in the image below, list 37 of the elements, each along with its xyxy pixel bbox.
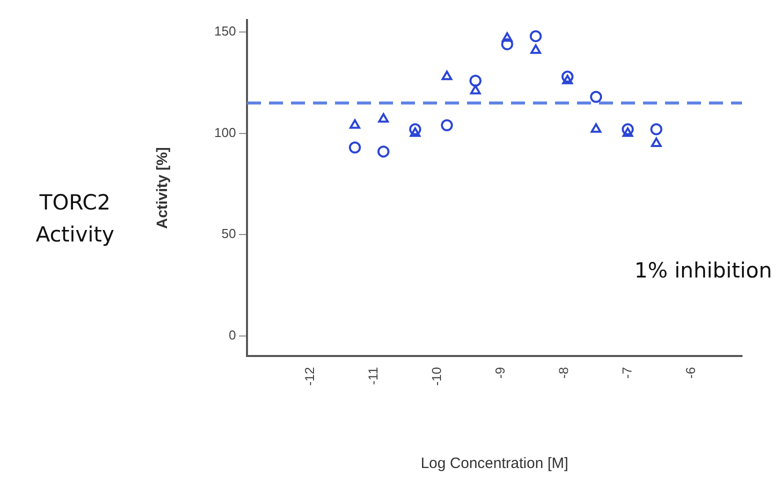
point (590, 123, 602, 133)
point (502, 32, 513, 42)
point (561, 70, 574, 83)
y-tick-label: 50 (222, 226, 236, 242)
point (562, 74, 573, 84)
point (442, 70, 452, 80)
point (350, 119, 360, 129)
x-tick-label: -10 (428, 367, 444, 386)
point (530, 44, 542, 54)
x-tick-label: -12 (302, 367, 318, 386)
point (410, 127, 421, 137)
y-tick-label: 150 (214, 24, 236, 39)
point (622, 127, 634, 137)
point (348, 142, 361, 154)
x-tick-label: -9 (492, 367, 508, 379)
annotation: 1% inhibition (634, 258, 772, 282)
y-axis-title: Activity [%] (154, 147, 172, 229)
point (469, 74, 482, 87)
x-tick-label: -7 (619, 367, 634, 379)
y-tick-label: 0 (228, 327, 236, 342)
x-tick-label: -6 (682, 367, 698, 379)
y-tick-label: 100 (214, 124, 236, 140)
x-tick-label: -8 (556, 367, 571, 379)
point (530, 30, 542, 42)
point (501, 38, 514, 50)
text: TORC2 Activity (36, 190, 114, 246)
point (590, 90, 602, 103)
point (378, 113, 389, 123)
point (470, 84, 481, 94)
point (650, 137, 662, 147)
x-axis-title: Log Concentration [M] (420, 455, 568, 472)
point (377, 146, 390, 158)
point (622, 123, 634, 136)
point (650, 123, 662, 136)
point (409, 123, 422, 136)
point (440, 119, 453, 132)
x-tick-label: -11 (366, 367, 380, 385)
